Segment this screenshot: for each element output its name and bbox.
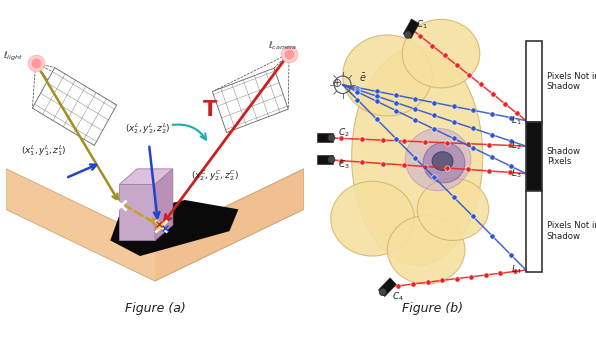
Ellipse shape — [343, 35, 432, 116]
Text: $\ell_{camera}$: $\ell_{camera}$ — [268, 40, 297, 53]
Text: Pixels Not in
Shadow: Pixels Not in Shadow — [547, 221, 596, 241]
Ellipse shape — [352, 47, 483, 265]
Text: Figure (b): Figure (b) — [402, 302, 462, 315]
Text: ⊕: ⊕ — [331, 77, 342, 90]
Polygon shape — [110, 200, 238, 256]
Text: Pixels Not in
Shadow: Pixels Not in Shadow — [547, 72, 596, 91]
Polygon shape — [6, 169, 155, 281]
Polygon shape — [212, 68, 288, 133]
Polygon shape — [155, 169, 173, 240]
Polygon shape — [6, 169, 304, 281]
Ellipse shape — [387, 216, 465, 284]
Text: Shadow
Pixels: Shadow Pixels — [547, 147, 581, 166]
Text: $C_2$: $C_2$ — [339, 126, 350, 139]
Polygon shape — [119, 184, 155, 240]
Bar — [526, 191, 542, 272]
Text: $\ell_{light}$: $\ell_{light}$ — [3, 50, 23, 63]
Polygon shape — [316, 155, 333, 164]
Bar — [526, 41, 542, 122]
Polygon shape — [403, 19, 419, 38]
Ellipse shape — [405, 128, 471, 191]
Polygon shape — [316, 133, 333, 143]
Text: $L_2$: $L_2$ — [511, 140, 522, 152]
Ellipse shape — [331, 181, 414, 256]
Text: $C_3$: $C_3$ — [339, 158, 350, 171]
Ellipse shape — [423, 143, 465, 183]
Text: $\bar{e}$: $\bar{e}$ — [359, 72, 367, 84]
FancyArrowPatch shape — [173, 125, 206, 139]
Polygon shape — [32, 68, 117, 145]
Ellipse shape — [402, 19, 480, 88]
Polygon shape — [119, 169, 173, 184]
Text: $(x_2^C, y_2^C, z_2^C)$: $(x_2^C, y_2^C, z_2^C)$ — [191, 168, 239, 183]
Circle shape — [328, 134, 335, 142]
Text: Figure (a): Figure (a) — [125, 302, 185, 315]
Text: $(x_1^L, y_1^L, z_1^L)$: $(x_1^L, y_1^L, z_1^L)$ — [21, 143, 67, 158]
Bar — [526, 122, 542, 191]
Polygon shape — [378, 278, 396, 297]
Circle shape — [379, 288, 386, 296]
Text: $C_4$: $C_4$ — [392, 291, 404, 303]
Text: $L_3$: $L_3$ — [511, 167, 522, 180]
Circle shape — [328, 156, 335, 163]
Ellipse shape — [417, 178, 489, 240]
Text: $L_1$: $L_1$ — [511, 114, 522, 127]
Ellipse shape — [432, 152, 453, 171]
Text: $C_1$: $C_1$ — [415, 18, 427, 31]
Text: $L_4$: $L_4$ — [511, 264, 522, 276]
Text: T: T — [203, 100, 217, 120]
Circle shape — [404, 31, 411, 38]
Text: $(x_2^L, y_2^L, z_2^L)$: $(x_2^L, y_2^L, z_2^L)$ — [125, 121, 171, 136]
